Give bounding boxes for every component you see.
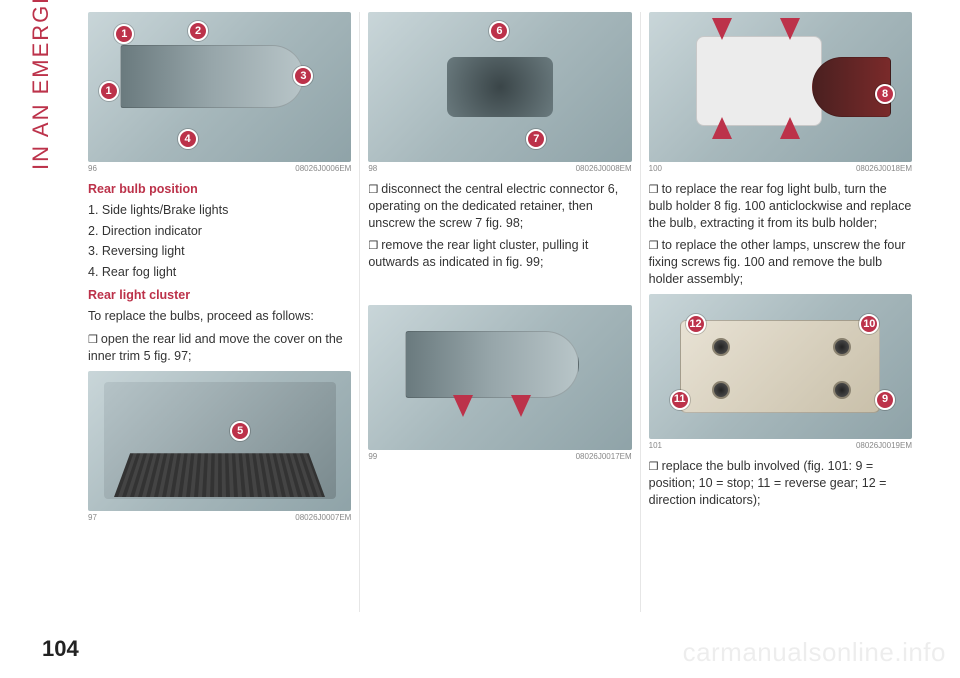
figure-101: 12 10 11 9	[649, 294, 912, 439]
figure-99	[368, 305, 631, 450]
arrow-icon	[453, 395, 473, 417]
callout-3: 3	[293, 66, 313, 86]
figure-100: 8	[649, 12, 912, 162]
callout-6: 6	[489, 21, 509, 41]
callout-1: 1	[114, 24, 134, 44]
figure-98: 6 7	[368, 12, 631, 162]
figure-96: 1 2 3 4 1	[88, 12, 351, 162]
arrow-icon	[780, 18, 800, 40]
callout-12: 12	[686, 314, 706, 334]
three-column-layout: 1 2 3 4 1 96 08026J0006EM Rear bulb posi…	[80, 12, 920, 612]
watermark: carmanualsonline.info	[683, 637, 946, 668]
bullet-text: to replace the rear fog light bulb, turn…	[649, 181, 912, 232]
page-number: 104	[42, 636, 79, 662]
heading-rear-bulb-position: Rear bulb position	[88, 181, 351, 198]
figure-97: 5	[88, 371, 351, 511]
fig-num: 101	[649, 441, 662, 452]
figure-98-caption: 98 08026J0008EM	[368, 164, 631, 175]
fig-num: 100	[649, 164, 662, 175]
callout-1b: 1	[99, 81, 119, 101]
list-item: 1. Side lights/Brake lights	[88, 202, 351, 219]
fig-num: 99	[368, 452, 377, 463]
arrow-icon	[511, 395, 531, 417]
arrow-icon	[780, 117, 800, 139]
arrow-icon	[712, 117, 732, 139]
section-label: IN AN EMERGENCY	[28, 0, 54, 170]
fig-num: 96	[88, 164, 97, 175]
callout-8: 8	[875, 84, 895, 104]
callout-2: 2	[188, 21, 208, 41]
column-2: 6 7 98 08026J0008EM disconnect the centr…	[359, 12, 639, 612]
fig-code: 08026J0007EM	[295, 513, 351, 524]
callout-11: 11	[670, 390, 690, 410]
fig-code: 08026J0017EM	[576, 452, 632, 463]
figure-96-caption: 96 08026J0006EM	[88, 164, 351, 175]
list-item: 4. Rear fog light	[88, 264, 351, 281]
callout-9: 9	[875, 390, 895, 410]
heading-rear-light-cluster: Rear light cluster	[88, 287, 351, 304]
callout-7: 7	[526, 129, 546, 149]
fig-code: 08026J0018EM	[856, 164, 912, 175]
bullet-text: replace the bulb involved (fig. 101: 9 =…	[649, 458, 912, 509]
bullet-text: remove the rear light cluster, pulling i…	[368, 237, 631, 271]
callout-4: 4	[178, 129, 198, 149]
manual-page: IN AN EMERGENCY 1 2 3 4 1 96 08026J0006E…	[0, 0, 960, 678]
fig-code: 08026J0006EM	[295, 164, 351, 175]
body-text: To replace the bulbs, proceed as follows…	[88, 308, 351, 325]
fig-code: 08026J0008EM	[576, 164, 632, 175]
list-item: 2. Direction indicator	[88, 223, 351, 240]
fig-code: 08026J0019EM	[856, 441, 912, 452]
figure-101-caption: 101 08026J0019EM	[649, 441, 912, 452]
figure-97-caption: 97 08026J0007EM	[88, 513, 351, 524]
figure-100-caption: 100 08026J0018EM	[649, 164, 912, 175]
bullet-text: disconnect the central electric connecto…	[368, 181, 631, 232]
fig-num: 97	[88, 513, 97, 524]
column-1: 1 2 3 4 1 96 08026J0006EM Rear bulb posi…	[80, 12, 359, 612]
figure-99-caption: 99 08026J0017EM	[368, 452, 631, 463]
bullet-text: to replace the other lamps, unscrew the …	[649, 237, 912, 288]
bullet-text: open the rear lid and move the cover on …	[88, 331, 351, 365]
arrow-icon	[712, 18, 732, 40]
column-3: 8 100 08026J0018EM to replace the rear f…	[640, 12, 920, 612]
list-item: 3. Reversing light	[88, 243, 351, 260]
fig-num: 98	[368, 164, 377, 175]
